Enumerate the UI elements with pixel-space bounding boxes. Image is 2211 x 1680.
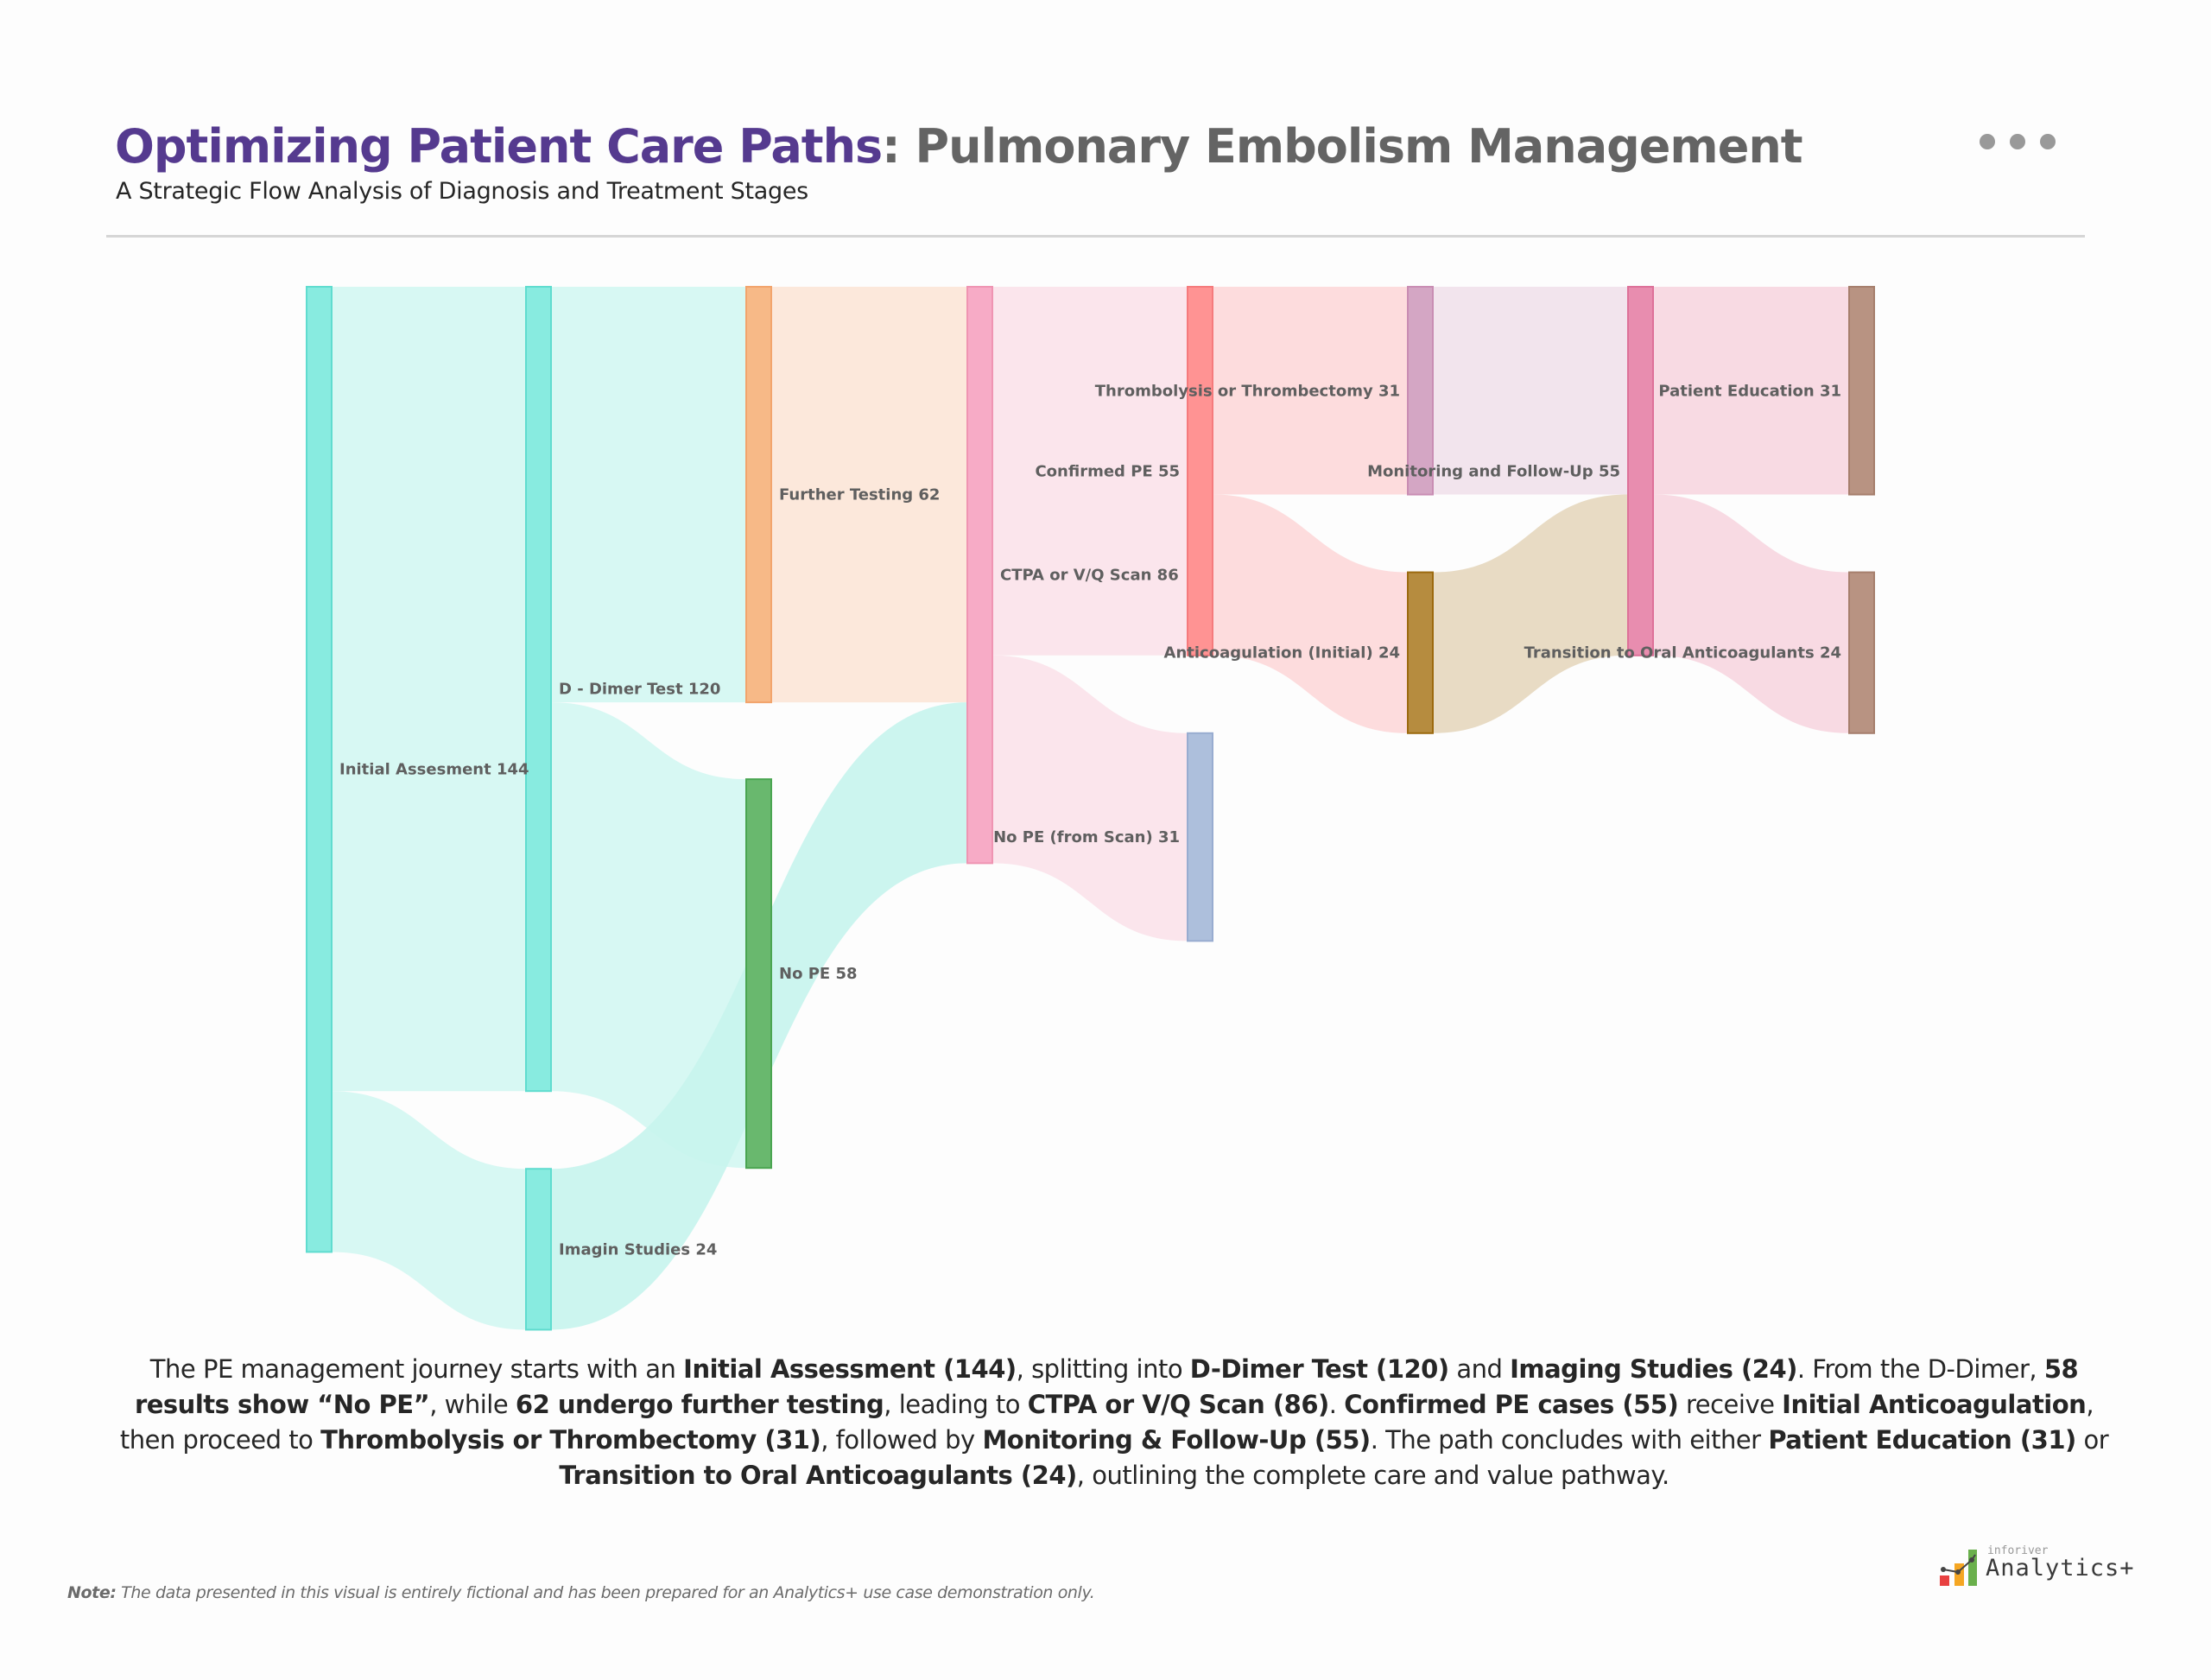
link-anticoag-to-monitor[interactable] — [1433, 494, 1628, 733]
link-ctpa-to-confirmed[interactable] — [992, 287, 1188, 656]
node-label-oral: Transition to Oral Anticoagulants 24 — [1524, 644, 1841, 662]
narrative-highlight: D-Dimer Test (120) — [1189, 1354, 1449, 1384]
link-monitor-to-oral[interactable] — [1653, 494, 1849, 733]
narrative-text: or — [2075, 1425, 2109, 1455]
node-label-imaging: Imagin Studies 24 — [559, 1240, 717, 1258]
node-oral[interactable] — [1848, 571, 1875, 734]
link-thromb-to-monitor[interactable] — [1433, 287, 1628, 495]
link-ddimer-to-nope[interactable] — [551, 702, 746, 1169]
link-monitor-to-educ[interactable] — [1653, 287, 1849, 495]
link-confirmed-to-anticoag[interactable] — [1213, 494, 1408, 733]
narrative-text: , then proceed to — [119, 1390, 2094, 1455]
node-anticoag[interactable] — [1407, 571, 1434, 734]
node-educ[interactable] — [1848, 286, 1875, 496]
link-ddimer-to-further[interactable] — [551, 287, 746, 703]
narrative-highlight: 62 undergo further testing — [515, 1390, 884, 1419]
narrative-text: . From the D-Dimer, — [1796, 1354, 2044, 1384]
page-subtitle: A Strategic Flow Analysis of Diagnosis a… — [116, 178, 808, 205]
narrative-text: , splitting into — [1016, 1354, 1190, 1384]
title-accent: Optimizing Patient Care Paths — [115, 119, 883, 174]
header-divider — [106, 235, 2085, 238]
narrative-text: . The path concludes with either — [1370, 1425, 1769, 1455]
node-label-initial: Initial Assesment 144 — [339, 761, 529, 779]
node-ctpa[interactable] — [966, 286, 993, 865]
logo-brand-name: Analytics+ — [1986, 1555, 2135, 1582]
node-label-ddimer: D - Dimer Test 120 — [559, 681, 720, 699]
node-label-ctpa: CTPA or V/Q Scan 86 — [1000, 567, 1179, 585]
logo-brand-small: inforiver — [1987, 1544, 2049, 1557]
node-label-nopescan: No PE (from Scan) 31 — [993, 828, 1180, 846]
narrative-highlight: Imaging Studies (24) — [1510, 1354, 1797, 1384]
narrative-highlight: Confirmed PE cases (55) — [1344, 1390, 1679, 1419]
more-dot-icon — [2010, 134, 2025, 149]
node-confirmed[interactable] — [1187, 286, 1213, 656]
narrative-highlight: Initial Assessment (144) — [683, 1354, 1017, 1384]
analytics-plus-logo: inforiver Analytics+ — [1937, 1544, 2136, 1588]
sankey-labels: Initial Assesment 144 D - Dimer Test 120 I… — [339, 382, 1841, 1258]
link-ctpa-to-nopescan[interactable] — [992, 655, 1188, 941]
narrative-summary: The PE management journey starts with an… — [104, 1352, 2125, 1493]
narrative-text: The PE management journey starts with an — [149, 1354, 684, 1384]
sankey-chart: Initial Assesment 144 D - Dimer Test 120 I… — [306, 286, 1875, 1331]
narrative-text: , followed by — [820, 1425, 983, 1455]
node-label-further: Further Testing 62 — [779, 486, 940, 504]
sankey-nodes — [306, 286, 1875, 1331]
link-initial-to-ddimer[interactable] — [332, 287, 526, 1092]
sankey-links — [332, 287, 1849, 1330]
node-label-anticoag: Anticoagulation (Initial) 24 — [1164, 644, 1400, 662]
bar-chart-logo-icon — [1940, 1550, 1977, 1586]
narrative-text: , while — [429, 1390, 516, 1419]
node-label-monitor: Monitoring and Follow-Up 55 — [1367, 462, 1620, 480]
footer-note: Note: The data presented in this visual … — [67, 1583, 1095, 1602]
narrative-highlight: Monitoring & Follow-Up (55) — [982, 1425, 1371, 1455]
title-rest: : Pulmonary Embolism Management — [882, 119, 1802, 174]
more-dot-icon — [2040, 134, 2056, 149]
narrative-highlight: CTPA or V/Q Scan (86) — [1027, 1390, 1330, 1419]
node-thromb[interactable] — [1407, 286, 1434, 496]
narrative-text: and — [1448, 1354, 1511, 1384]
node-imaging[interactable] — [525, 1168, 552, 1331]
narrative-highlight: Thrombolysis or Thrombectomy (31) — [320, 1425, 821, 1455]
narrative-highlight: Patient Education (31) — [1768, 1425, 2076, 1455]
note-label: Note: — [67, 1583, 117, 1602]
node-nope[interactable] — [745, 778, 772, 1170]
node-initial[interactable] — [306, 286, 333, 1253]
node-label-nope: No PE 58 — [779, 965, 858, 983]
narrative-highlight: Initial Anticoagulation — [1782, 1390, 2087, 1419]
node-ddimer[interactable] — [525, 286, 552, 1093]
narrative-text: , leading to — [884, 1390, 1028, 1419]
narrative-text: receive — [1678, 1390, 1783, 1419]
note-text: The data presented in this visual is ent… — [116, 1583, 1095, 1602]
narrative-highlight: Transition to Oral Anticoagulants (24) — [559, 1461, 1077, 1490]
node-label-educ: Patient Education 31 — [1658, 382, 1841, 400]
link-further-to-ctpa[interactable] — [771, 287, 967, 703]
node-label-thromb: Thrombolysis or Thrombectomy 31 — [1095, 382, 1400, 400]
link-confirmed-to-thromb[interactable] — [1213, 287, 1408, 495]
link-initial-to-imaging[interactable] — [332, 1091, 526, 1330]
narrative-highlight: 58 results show “No PE” — [134, 1354, 2079, 1419]
narrative-text: . — [1328, 1390, 1345, 1419]
page-title: Optimizing Patient Care Paths: Pulmonary… — [115, 119, 1803, 174]
narrative-text: , outlining the complete care and value … — [1076, 1461, 1669, 1490]
node-nopescan[interactable] — [1187, 732, 1213, 942]
node-monitor[interactable] — [1627, 286, 1654, 656]
more-options-button[interactable] — [1980, 132, 2056, 151]
more-dot-icon — [1980, 134, 1995, 149]
node-label-confirmed: Confirmed PE 55 — [1035, 462, 1180, 480]
node-further[interactable] — [745, 286, 772, 704]
